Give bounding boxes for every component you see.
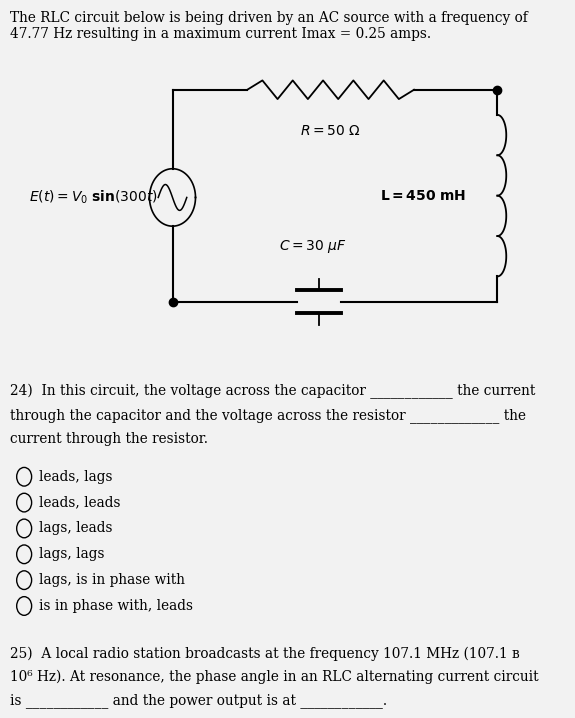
Text: lags, is in phase with: lags, is in phase with (39, 573, 185, 587)
Text: lags, lags: lags, lags (39, 547, 105, 561)
Text: leads, lags: leads, lags (39, 470, 113, 484)
Text: is ____________ and the power output is at ____________.: is ____________ and the power output is … (10, 694, 388, 709)
Text: $\mathbf{L = 450\ mH}$: $\mathbf{L = 450\ mH}$ (380, 189, 466, 202)
Text: $E(t) = V_0\ \mathbf{sin}(300t)$: $E(t) = V_0\ \mathbf{sin}(300t)$ (29, 189, 158, 206)
Text: through the capacitor and the voltage across the resistor _____________ the: through the capacitor and the voltage ac… (10, 408, 526, 423)
Text: 47.77 Hz resulting in a maximum current Imax = 0.25 amps.: 47.77 Hz resulting in a maximum current … (10, 27, 431, 41)
Text: lags, leads: lags, leads (39, 521, 113, 536)
Text: is in phase with, leads: is in phase with, leads (39, 599, 193, 613)
Text: 24)  In this circuit, the voltage across the capacitor ____________ the current: 24) In this circuit, the voltage across … (10, 384, 536, 399)
Text: leads, leads: leads, leads (39, 495, 121, 510)
Text: $C = 30\ \mu F$: $C = 30\ \mu F$ (279, 238, 347, 255)
Text: 25)  A local radio station broadcasts at the frequency 107.1 MHz (107.1 в: 25) A local radio station broadcasts at … (10, 646, 520, 661)
Text: The RLC circuit below is being driven by an AC source with a frequency of: The RLC circuit below is being driven by… (10, 11, 528, 24)
Text: current through the resistor.: current through the resistor. (10, 432, 208, 445)
Text: 10⁶ Hz). At resonance, the phase angle in an RLC alternating current circuit: 10⁶ Hz). At resonance, the phase angle i… (10, 670, 539, 684)
Text: $R = 50\ \Omega$: $R = 50\ \Omega$ (300, 124, 361, 138)
